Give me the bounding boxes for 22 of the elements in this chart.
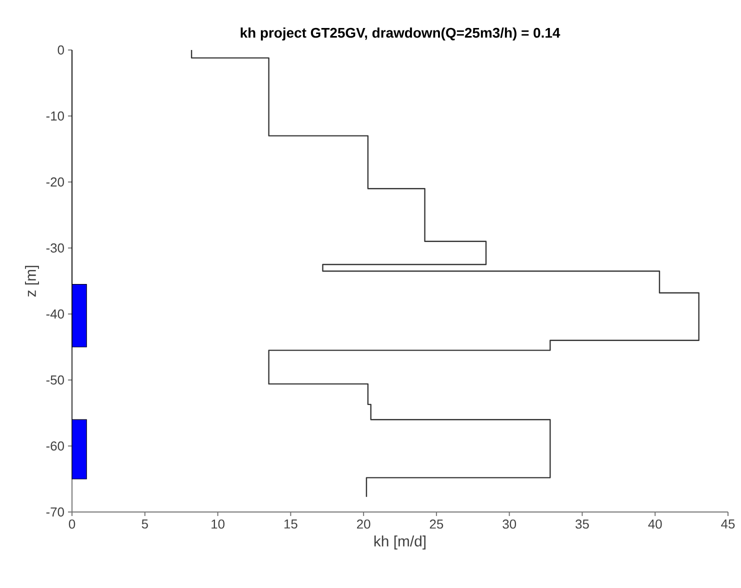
y-tick-label: -20 — [46, 177, 64, 187]
x-tick-label: 10 — [212, 520, 224, 529]
x-tick-label: 45 — [721, 520, 735, 529]
y-tick-label: -60 — [46, 441, 64, 451]
x-tick-label: 35 — [576, 520, 589, 529]
y-tick-label: -30 — [46, 243, 64, 253]
y-tick-label: -40 — [46, 309, 64, 319]
x-tick-label: 30 — [502, 520, 516, 529]
x-tick-label: 20 — [357, 520, 370, 529]
x-tick-label: 25 — [430, 520, 444, 529]
chart-title: kh project GT25GV, drawdown(Q=25m3/h) = 0.14 — [240, 28, 560, 41]
x-tick-label: 15 — [284, 520, 298, 529]
line-series — [190, 49, 700, 498]
y-axis-title: z [m] — [25, 266, 39, 297]
x-tick-label: 5 — [142, 520, 148, 529]
y-tick-label: -50 — [46, 375, 64, 385]
x-tick-label: 40 — [648, 520, 662, 529]
y-tick-label: 0 — [58, 45, 64, 55]
y-tick-label: -70 — [46, 507, 64, 517]
x-axis-title: kh [m/d] — [374, 536, 426, 550]
y-tick-label: -10 — [46, 111, 64, 121]
x-tick-label: 0 — [68, 520, 76, 529]
